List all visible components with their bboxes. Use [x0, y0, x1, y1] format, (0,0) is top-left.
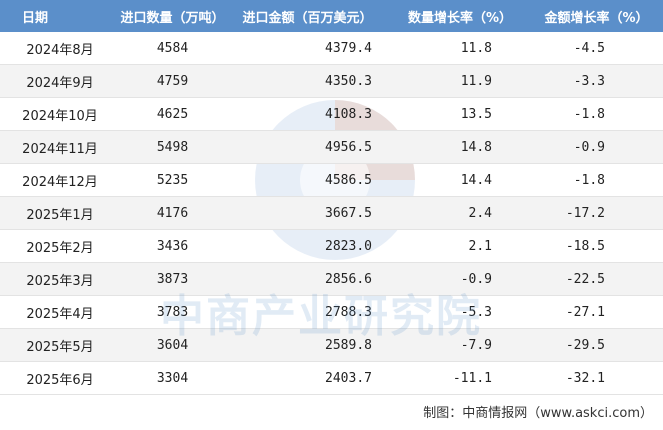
table-cell: 3783 [120, 295, 225, 329]
table-cell: 2823.0 [225, 229, 390, 263]
table-cell: -11.1 [390, 361, 530, 395]
table-cell: 2.1 [390, 229, 530, 263]
table-cell: 11.9 [390, 64, 530, 98]
table-cell: 2.4 [390, 196, 530, 230]
table-cell: -17.2 [530, 196, 663, 230]
table-cell: 2403.7 [225, 361, 390, 395]
table-cell: -0.9 [390, 262, 530, 296]
table-cell: 2025年2月 [0, 229, 120, 263]
table-cell: 3667.5 [225, 196, 390, 230]
source-note: 制图：中商情报网（www.askci.com） [423, 406, 653, 421]
table-cell: 4759 [120, 64, 225, 98]
table-cell: 2024年10月 [0, 97, 120, 131]
table-cell: 4379.4 [225, 32, 390, 65]
table-row: 2025年3月 3873 2856.6 -0.9 -22.5 [0, 262, 663, 296]
column-header: 进口数量（万吨） [120, 0, 225, 32]
table-cell: -7.9 [390, 328, 530, 362]
table-cell: -4.5 [530, 32, 663, 65]
table-cell: 4108.3 [225, 97, 390, 131]
table-cell: -27.1 [530, 295, 663, 329]
table-cell: 2024年8月 [0, 32, 120, 65]
table-cell: 2589.8 [225, 328, 390, 362]
column-header: 日期 [0, 0, 120, 32]
table-row: 2024年9月 4759 4350.3 11.9 -3.3 [0, 64, 663, 98]
table-cell: 14.8 [390, 130, 530, 164]
table-cell: -18.5 [530, 229, 663, 263]
table-cell: 2025年4月 [0, 295, 120, 329]
table-cell: 5498 [120, 130, 225, 164]
table-cell: 11.8 [390, 32, 530, 65]
table-cell: 2025年5月 [0, 328, 120, 362]
table-cell: -29.5 [530, 328, 663, 362]
table-cell: 3604 [120, 328, 225, 362]
table-cell: 14.4 [390, 163, 530, 197]
table-cell: 4350.3 [225, 64, 390, 98]
table-cell: 2024年12月 [0, 163, 120, 197]
table-cell: 2788.3 [225, 295, 390, 329]
table-row: 2025年6月 3304 2403.7 -11.1 -32.1 [0, 361, 663, 395]
table-cell: 4176 [120, 196, 225, 230]
table-cell: 2025年1月 [0, 196, 120, 230]
table-row: 2024年8月 4584 4379.4 11.8 -4.5 [0, 32, 663, 65]
table-row: 2025年4月 3783 2788.3 -5.3 -27.1 [0, 295, 663, 329]
column-header: 金额增长率（%） [530, 0, 663, 32]
table-cell: 3304 [120, 361, 225, 395]
table-cell: -22.5 [530, 262, 663, 296]
table-cell: 4625 [120, 97, 225, 131]
table-cell: 2024年9月 [0, 64, 120, 98]
table-cell: -5.3 [390, 295, 530, 329]
table-cell: 4956.5 [225, 130, 390, 164]
table-cell: -3.3 [530, 64, 663, 98]
table-cell: 5235 [120, 163, 225, 197]
header-row: 日期 进口数量（万吨） 进口金额（百万美元） 数量增长率（%） 金额增长率（%） [0, 0, 663, 32]
table-cell: 13.5 [390, 97, 530, 131]
table-cell: 2856.6 [225, 262, 390, 296]
table-cell: 4586.5 [225, 163, 390, 197]
table-row: 2024年11月 5498 4956.5 14.8 -0.9 [0, 130, 663, 164]
table-row: 2024年10月 4625 4108.3 13.5 -1.8 [0, 97, 663, 131]
table-row: 2024年12月 5235 4586.5 14.4 -1.8 [0, 163, 663, 197]
table-cell: 3436 [120, 229, 225, 263]
table-row: 2025年5月 3604 2589.8 -7.9 -29.5 [0, 328, 663, 362]
table-row: 2025年1月 4176 3667.5 2.4 -17.2 [0, 196, 663, 230]
table-body: 2024年8月 4584 4379.4 11.8 -4.5 2024年9月 4759 4350… [0, 32, 663, 395]
table-cell: -0.9 [530, 130, 663, 164]
column-header: 数量增长率（%） [390, 0, 530, 32]
table-cell: 2025年6月 [0, 361, 120, 395]
table-cell: 2025年3月 [0, 262, 120, 296]
table-cell: -1.8 [530, 97, 663, 131]
data-table: 日期 进口数量（万吨） 进口金额（百万美元） 数量增长率（%） 金额增长率（%） 202… [0, 0, 663, 395]
column-header: 进口金额（百万美元） [225, 0, 390, 32]
table-cell: 2024年11月 [0, 130, 120, 164]
table-cell: -1.8 [530, 163, 663, 197]
table-row: 2025年2月 3436 2823.0 2.1 -18.5 [0, 229, 663, 263]
table-cell: 4584 [120, 32, 225, 65]
table-cell: 3873 [120, 262, 225, 296]
table-cell: -32.1 [530, 361, 663, 395]
